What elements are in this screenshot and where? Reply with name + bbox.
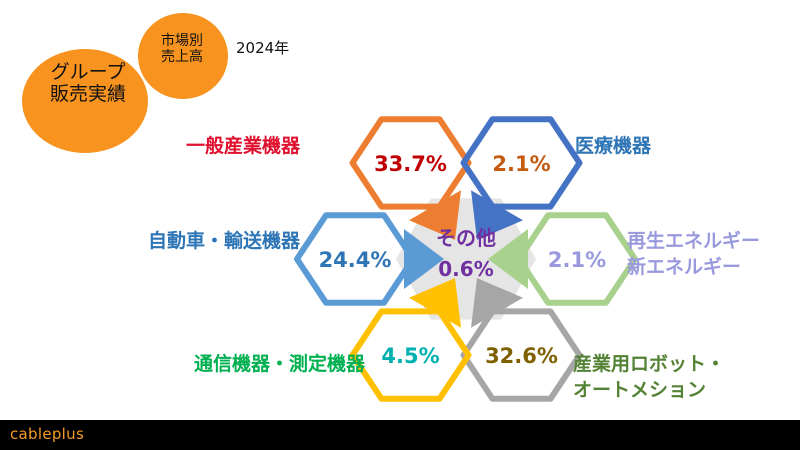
badge-main-circle [22,49,148,153]
badge-main-line1: グループ [50,61,126,83]
segment-category-label: オートメション [573,379,706,401]
cableplus-logo: cableplus [10,425,85,443]
segment-value-label: 24.4% [319,248,392,272]
badge-sub-circle [138,13,228,99]
segment-wedge [409,278,461,328]
segment-category-label: 医療機器 [575,134,652,157]
badge-sub-line2: 売上高 [161,49,203,66]
badge-sub-text: 市場別 売上高 [146,33,218,65]
segment-value-label: 2.1% [492,152,550,176]
center-label: その他 [436,226,496,250]
segment-wedge [409,190,461,240]
badge-main-text: グループ 販売実績 [34,61,142,106]
segment-hexagon [460,116,583,210]
footer-bar: cableplus [0,420,800,450]
badge-sub-line1: 市場別 [161,33,203,49]
center-value-label: 0.6% [438,257,493,281]
segment-value-label: 32.6% [485,344,558,368]
segment-wedge [404,229,444,289]
segment-wedge [488,229,528,289]
segment-category-label: 通信機器・測定機器 [194,352,366,375]
segment-category-label: 新エネルギー [627,255,741,278]
segment-value-label: 2.1% [548,248,606,272]
segment-category-label: 産業用ロボット・ [573,352,725,375]
segment-hexagon [349,116,472,210]
segment-hexagon [516,212,638,306]
segment-category-label: 一般産業機器 [186,134,301,157]
segment-category-label: 再生エネルギー [627,229,760,252]
segment-wedge [471,278,523,328]
badge-main-line2: 販売実績 [49,82,126,105]
segment-value-label: 4.5% [381,344,439,368]
segment-wedge [471,190,523,240]
segment-hexagon [294,212,416,306]
segment-hexagon [349,308,472,402]
segment-category-label: 自動車・輸送機器 [148,229,301,252]
segment-value-label: 33.7% [374,152,447,176]
year-label: 2024年 [236,39,290,57]
segment-hexagon [460,308,583,402]
